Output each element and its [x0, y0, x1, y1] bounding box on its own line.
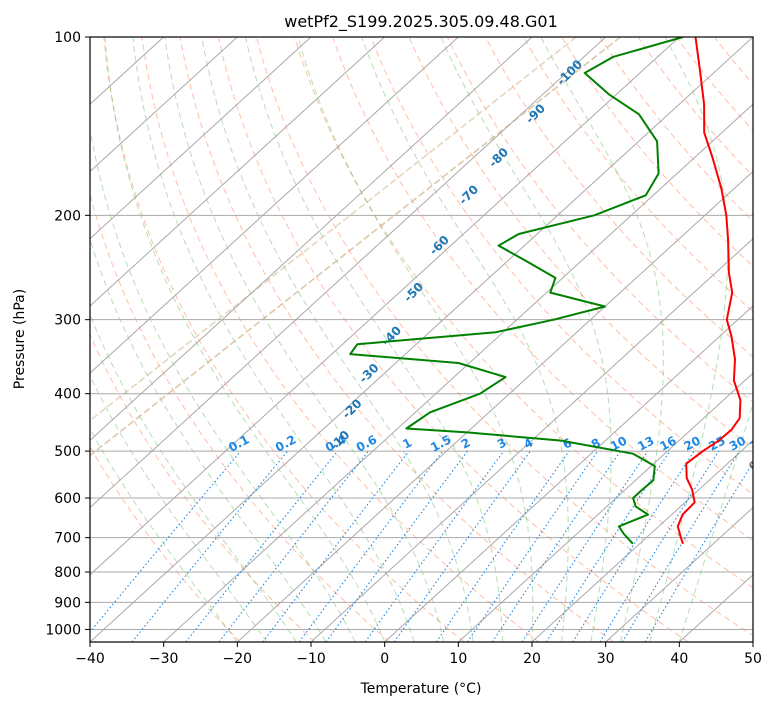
dry-adiabat: [179, 37, 614, 642]
mixing-ratio-line: [364, 450, 505, 642]
dry-adiabat: [141, 37, 540, 642]
isotherm-gridline: [457, 372, 753, 642]
y-tick-label: 600: [54, 491, 81, 507]
moist-adiabat: [678, 401, 753, 642]
plot-frame: [89, 36, 754, 643]
y-tick-label: 400: [54, 387, 81, 403]
x-axis-title: Temperature (°C): [360, 681, 482, 697]
x-tick-label: 30: [597, 651, 615, 667]
y-tick-label: 900: [54, 595, 81, 611]
x-tick-label: 40: [670, 651, 688, 667]
mixing-ratio-line: [393, 450, 531, 642]
isotherm-gridline: [605, 506, 753, 642]
mixing-ratio-line: [572, 450, 695, 642]
isotherm-gridline: [90, 37, 238, 173]
y-tick-label: 200: [54, 208, 81, 224]
isotherm-gridline: [163, 103, 753, 642]
mixing-ratio-label: 16: [657, 433, 678, 453]
isotherm-gridline: [90, 37, 533, 442]
dry-adiabat: [90, 445, 241, 642]
x-tick-label: 20: [523, 651, 541, 667]
dry-adiabat: [484, 37, 753, 358]
moist-adiabat: [297, 37, 534, 642]
isotherm-gridline: [90, 37, 386, 307]
dry-adiabat: [103, 37, 465, 642]
mixing-ratio-label: 10: [608, 433, 629, 453]
moist-adiabat: [201, 37, 474, 642]
moist-adiabat: [164, 37, 445, 642]
isotherm-gridline: [90, 37, 607, 509]
dry-adiabat: [294, 37, 753, 589]
moist-adiabat: [90, 374, 268, 642]
moist-adiabat: [104, 37, 386, 642]
x-tick-label: −10: [296, 651, 326, 667]
dry-adiabat: [217, 37, 689, 642]
x-tick-label: 50: [744, 651, 762, 667]
x-tick-label: −20: [223, 651, 253, 667]
axes: −40 −30 −20 −10 0 10 20 30 40 5010020030040050060…: [45, 30, 762, 667]
dry-adiabat: [561, 37, 753, 267]
reference-curve: [90, 37, 577, 422]
dry-adiabat: [599, 37, 753, 222]
mixing-ratio-line: [218, 450, 369, 642]
y-tick-label: 300: [54, 313, 81, 329]
moist-adiabat: [90, 125, 356, 642]
x-tick-label: 0: [380, 651, 389, 667]
isotherm-gridline: [90, 37, 680, 576]
dry-adiabat: [90, 192, 390, 642]
mixing-ratio-label: 36: [748, 433, 769, 453]
chart-title: wetPf2_S199.2025.305.09.48.G01: [284, 12, 558, 32]
y-tick-label: 500: [54, 444, 81, 460]
mixing-ratio-line: [467, 450, 599, 642]
mixing-ratio-label: 13: [635, 433, 656, 453]
y-tick-label: 1000: [45, 622, 81, 638]
y-axis-title: Pressure (hPa): [12, 289, 28, 389]
mixing-ratio-line: [90, 450, 242, 633]
moist-adiabat: [440, 37, 612, 642]
dry-adiabat: [332, 37, 753, 542]
mixing-ratio-line: [644, 461, 753, 642]
reference-curve: [90, 37, 621, 457]
isotherm-gridline: [384, 305, 753, 642]
moist-adiabat: [90, 427, 238, 642]
moist-adiabat: [90, 313, 297, 642]
moist-adiabat: [245, 37, 503, 642]
y-tick-label: 800: [54, 565, 81, 581]
y-tick-label: 100: [54, 30, 81, 46]
isotherm-gridline: [310, 237, 753, 642]
mixing-ratio-line: [262, 450, 410, 642]
mixing-ratio-line: [621, 450, 740, 642]
isotherm-gridline: [90, 37, 459, 374]
x-tick-label: 10: [449, 651, 467, 667]
moist-adiabat: [90, 237, 327, 642]
mixing-ratio-label: 30: [727, 433, 748, 453]
isotherm-label: 0: [746, 458, 762, 474]
dry-adiabat: [408, 37, 753, 449]
isotherm-gridline: [236, 170, 753, 642]
mixing-ratio-label: 20: [682, 433, 703, 453]
temperature-line: [676, 37, 742, 545]
y-tick-label: 700: [54, 531, 81, 547]
isotherm-gridline: [90, 37, 312, 240]
mixing-ratio-line: [599, 450, 720, 642]
dry-adiabat: [370, 37, 753, 495]
dewpoint-line: [349, 37, 684, 545]
mixing-ratio-line: [131, 450, 289, 642]
mixing-ratio-line: [185, 450, 339, 642]
x-tick-label: −40: [75, 651, 105, 667]
moist-adiabat: [361, 37, 569, 642]
x-tick-label: −30: [149, 651, 179, 667]
moist-adiabat: [540, 37, 664, 642]
isotherm-gridline: [531, 439, 753, 642]
